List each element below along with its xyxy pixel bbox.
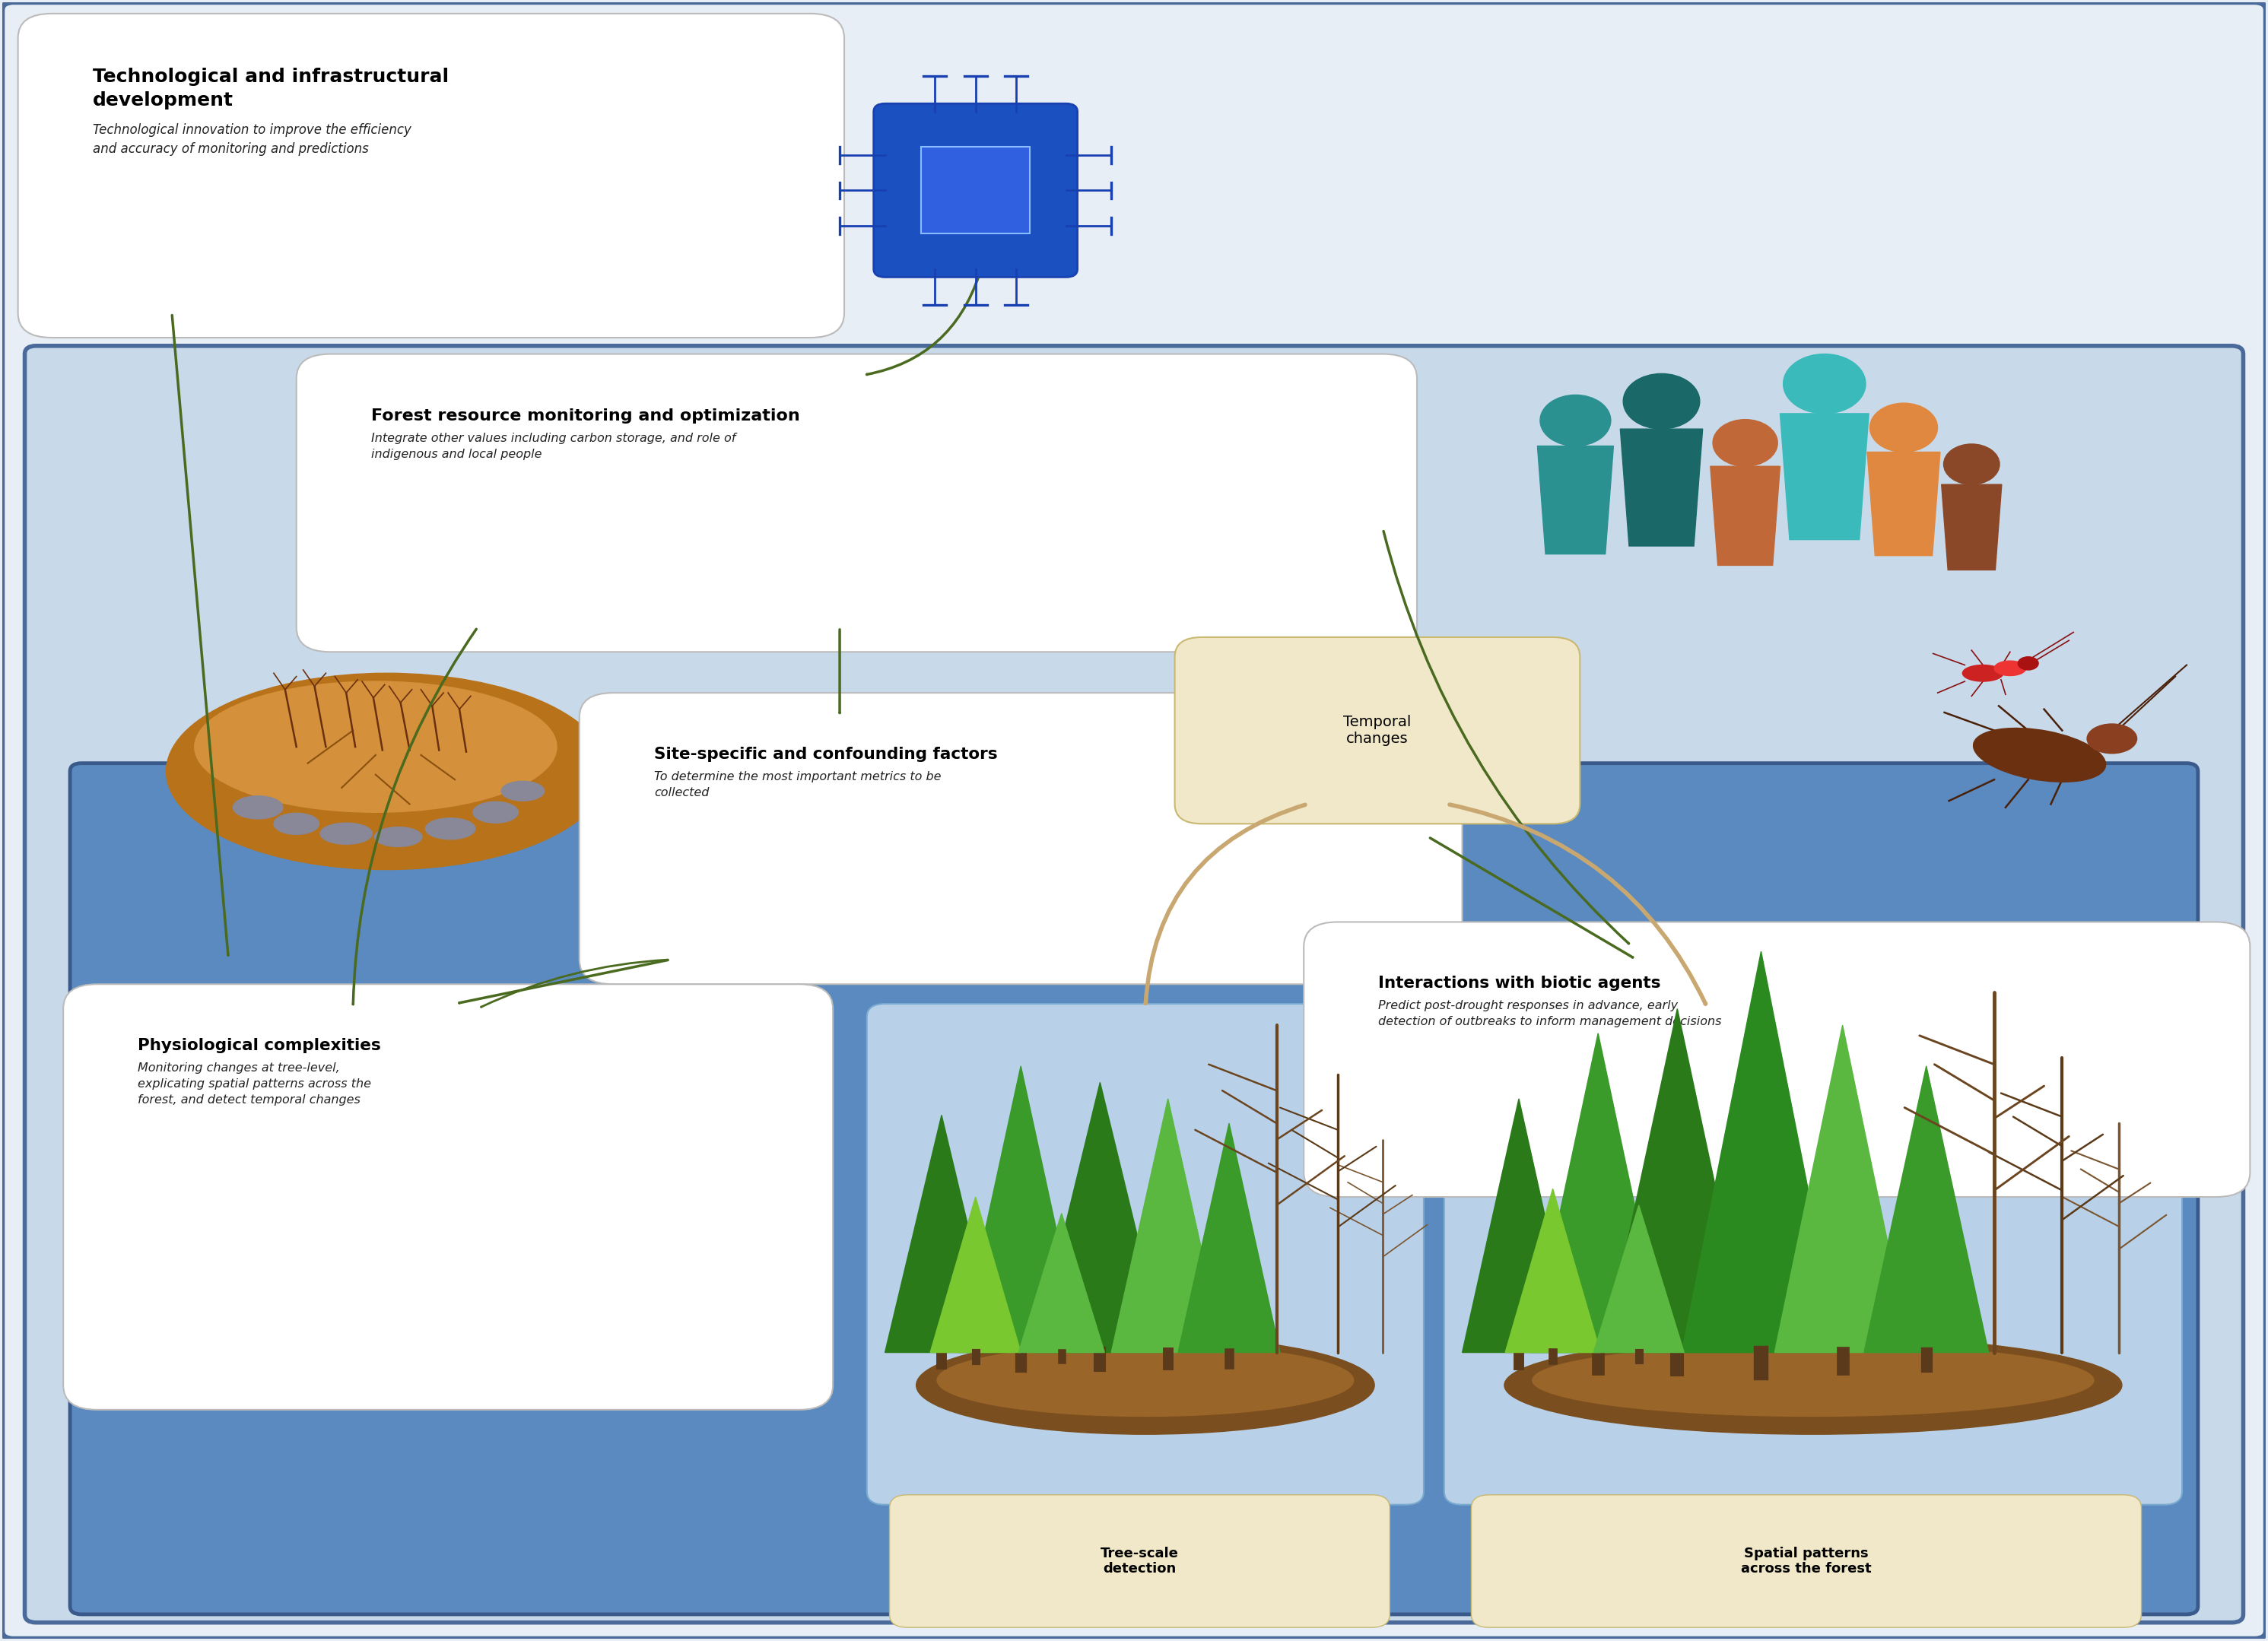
Polygon shape: [1683, 952, 1839, 1352]
Ellipse shape: [916, 1336, 1374, 1434]
Polygon shape: [1941, 484, 2003, 569]
FancyBboxPatch shape: [578, 693, 1463, 985]
Polygon shape: [1710, 466, 1780, 566]
Polygon shape: [1111, 1099, 1225, 1352]
Ellipse shape: [374, 827, 422, 847]
Polygon shape: [1867, 451, 1939, 556]
Polygon shape: [1603, 1009, 1751, 1352]
FancyBboxPatch shape: [1445, 1004, 2182, 1505]
FancyBboxPatch shape: [1304, 922, 2250, 1196]
Polygon shape: [1780, 414, 1869, 540]
Polygon shape: [1018, 1213, 1105, 1352]
Text: Physiological complexities: Physiological complexities: [138, 1039, 381, 1054]
Ellipse shape: [166, 673, 608, 870]
Ellipse shape: [937, 1344, 1354, 1416]
Ellipse shape: [1973, 729, 2105, 781]
FancyBboxPatch shape: [70, 763, 2198, 1615]
Text: Spatial patterns
across the forest: Spatial patterns across the forest: [1742, 1546, 1871, 1575]
Ellipse shape: [501, 781, 544, 801]
Polygon shape: [1538, 446, 1613, 555]
Ellipse shape: [1978, 734, 2077, 770]
Polygon shape: [930, 1196, 1021, 1352]
Ellipse shape: [2019, 656, 2039, 670]
Polygon shape: [1531, 1034, 1667, 1352]
Ellipse shape: [274, 814, 320, 834]
Text: Temporal
changes: Temporal changes: [1343, 715, 1411, 747]
Polygon shape: [1177, 1124, 1279, 1352]
Ellipse shape: [426, 819, 476, 839]
Ellipse shape: [1994, 661, 2025, 676]
Ellipse shape: [320, 822, 372, 843]
Text: Monitoring changes at tree-level,
explicating spatial patterns across the
forest: Monitoring changes at tree-level, explic…: [138, 1062, 372, 1106]
Ellipse shape: [1962, 665, 2003, 681]
FancyBboxPatch shape: [1472, 1495, 2141, 1628]
Text: Tree-scale
detection: Tree-scale detection: [1100, 1546, 1179, 1575]
Text: To determine the most important metrics to be
collected: To determine the most important metrics …: [653, 771, 941, 798]
FancyBboxPatch shape: [64, 985, 832, 1410]
Circle shape: [1624, 374, 1699, 428]
Text: Forest resource monitoring and optimization: Forest resource monitoring and optimizat…: [372, 409, 801, 423]
Circle shape: [1540, 395, 1610, 446]
Ellipse shape: [474, 802, 519, 822]
Circle shape: [1944, 445, 2000, 484]
Polygon shape: [1463, 1099, 1576, 1352]
Ellipse shape: [195, 681, 556, 812]
FancyBboxPatch shape: [18, 13, 844, 338]
Text: Site-specific and confounding factors: Site-specific and confounding factors: [653, 747, 998, 761]
Text: Technological and infrastructural
development: Technological and infrastructural develo…: [93, 67, 449, 110]
FancyBboxPatch shape: [25, 346, 2243, 1623]
Circle shape: [1712, 420, 1778, 466]
Polygon shape: [1619, 428, 1703, 546]
Ellipse shape: [1533, 1344, 2093, 1416]
FancyBboxPatch shape: [866, 1004, 1424, 1505]
FancyBboxPatch shape: [1175, 637, 1581, 824]
FancyBboxPatch shape: [921, 148, 1030, 233]
Ellipse shape: [1504, 1336, 2123, 1434]
FancyBboxPatch shape: [873, 103, 1077, 277]
Polygon shape: [1864, 1067, 1989, 1352]
Polygon shape: [959, 1067, 1084, 1352]
FancyBboxPatch shape: [297, 354, 1418, 651]
Polygon shape: [1034, 1083, 1166, 1352]
Circle shape: [1783, 354, 1867, 414]
Polygon shape: [885, 1116, 998, 1352]
FancyBboxPatch shape: [889, 1495, 1390, 1628]
Ellipse shape: [2087, 724, 2136, 753]
Ellipse shape: [234, 796, 284, 819]
Text: Predict post-drought responses in advance, early
detection of outbreaks to infor: Predict post-drought responses in advanc…: [1379, 999, 1721, 1027]
Polygon shape: [1506, 1188, 1601, 1352]
Text: Interactions with biotic agents: Interactions with biotic agents: [1379, 976, 1660, 991]
Text: Integrate other values including carbon storage, and role of
indigenous and loca: Integrate other values including carbon …: [372, 433, 735, 459]
Polygon shape: [1594, 1204, 1685, 1352]
Polygon shape: [1774, 1026, 1910, 1352]
Text: Technological innovation to improve the efficiency
and accuracy of monitoring an: Technological innovation to improve the …: [93, 123, 411, 156]
Circle shape: [1869, 404, 1937, 451]
